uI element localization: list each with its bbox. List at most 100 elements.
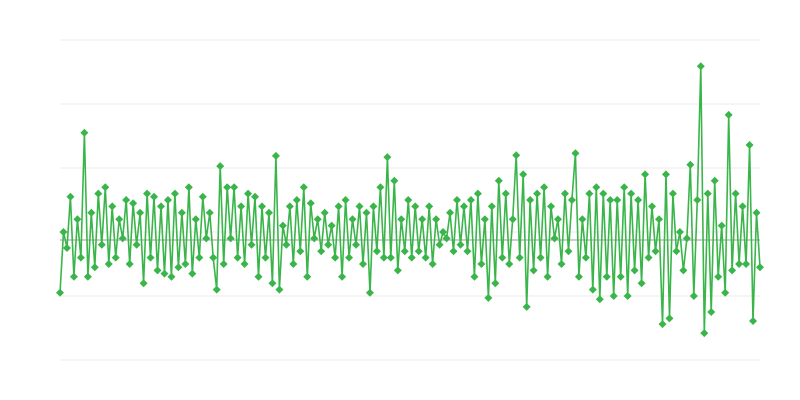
data-point (212, 285, 221, 294)
data-point (449, 247, 458, 256)
data-point (404, 196, 413, 204)
data-point (585, 189, 594, 198)
data-point (689, 292, 698, 300)
data-point (163, 196, 172, 204)
data-point (501, 189, 510, 198)
data-point (574, 272, 583, 281)
data-point (407, 253, 416, 262)
data-point (721, 288, 730, 297)
data-point (616, 272, 625, 281)
data-point (181, 260, 190, 268)
data-point (108, 202, 117, 211)
data-point (592, 183, 601, 192)
data-point (257, 202, 266, 211)
data-point (533, 189, 542, 198)
data-point (435, 240, 444, 249)
data-point (487, 202, 496, 211)
data-point (494, 176, 503, 185)
data-point (285, 202, 294, 211)
series-markers (56, 62, 764, 338)
data-point (560, 189, 569, 198)
data-point (536, 253, 545, 262)
data-point (756, 263, 764, 272)
data-point (170, 189, 179, 198)
data-point (118, 234, 127, 243)
data-point (132, 240, 141, 249)
data-point (606, 196, 615, 204)
data-point (400, 247, 409, 256)
data-point (73, 215, 82, 224)
data-point (264, 208, 273, 217)
data-point (526, 196, 535, 204)
data-point (724, 110, 733, 119)
data-point (146, 253, 155, 262)
data-point (623, 292, 632, 300)
data-point (209, 253, 218, 262)
data-point (254, 272, 263, 281)
data-point (508, 215, 517, 224)
data-point (338, 272, 347, 281)
data-point (313, 215, 322, 224)
data-point (167, 272, 176, 281)
data-point (341, 196, 350, 204)
data-point (184, 183, 193, 192)
data-point (240, 260, 249, 268)
data-point (226, 234, 235, 243)
data-point (275, 285, 284, 294)
data-point (745, 140, 754, 149)
data-point (233, 253, 242, 262)
data-point (717, 221, 726, 230)
data-point (383, 153, 392, 162)
data-point (174, 263, 183, 272)
data-point (376, 183, 385, 192)
data-point (529, 266, 538, 275)
data-point (672, 247, 681, 256)
data-point (470, 272, 479, 281)
data-point (362, 208, 371, 217)
data-point (641, 170, 650, 179)
data-point (595, 295, 604, 304)
data-point (714, 272, 723, 281)
data-point (261, 253, 270, 262)
data-point (651, 247, 660, 256)
data-point (735, 260, 744, 268)
data-point (543, 272, 552, 281)
data-point (268, 279, 277, 288)
data-point (567, 196, 576, 204)
data-point (609, 292, 618, 300)
data-point (693, 196, 702, 204)
data-point (484, 293, 493, 302)
data-point (393, 266, 402, 275)
data-point (752, 208, 761, 217)
data-point (703, 189, 712, 198)
data-point (564, 247, 573, 256)
data-point (237, 202, 246, 211)
data-point (369, 202, 378, 211)
data-point (188, 269, 197, 278)
data-point (439, 228, 448, 236)
data-point (710, 176, 719, 185)
data-point (491, 279, 500, 288)
data-point (613, 196, 622, 204)
series-line (59, 65, 761, 334)
data-point (306, 199, 315, 208)
data-point (742, 260, 751, 268)
data-point (195, 253, 204, 262)
data-point (634, 196, 643, 204)
data-point (432, 215, 441, 224)
data-point (303, 272, 312, 281)
data-point (428, 260, 437, 268)
data-point (101, 183, 110, 192)
data-point (658, 320, 667, 329)
data-point (379, 253, 388, 262)
data-point (578, 215, 587, 224)
data-point (581, 253, 590, 262)
data-point (668, 189, 677, 198)
data-point (334, 202, 343, 211)
data-point (352, 240, 361, 249)
data-point (59, 228, 68, 236)
data-point (292, 196, 301, 204)
data-point (324, 240, 333, 249)
data-point (620, 183, 629, 192)
data-point (644, 253, 653, 262)
